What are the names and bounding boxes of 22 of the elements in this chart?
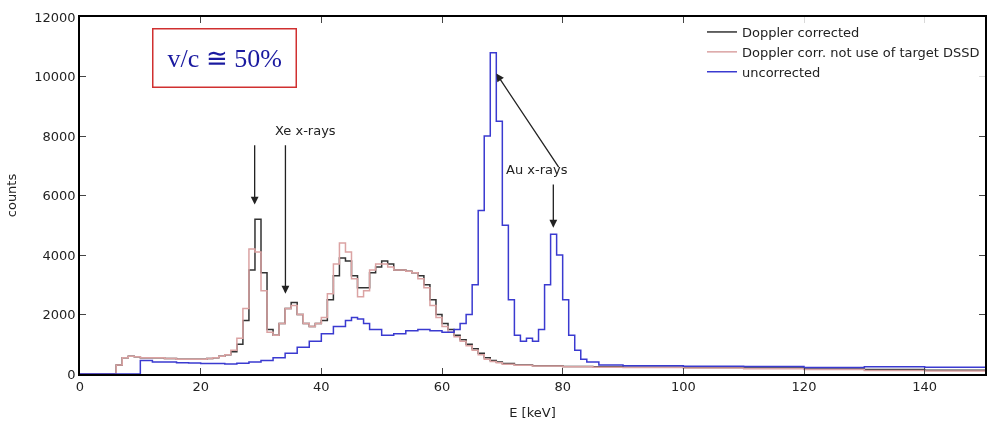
annotation: Xe x-rays — [275, 123, 336, 138]
y-tick-label: 8000 — [42, 128, 76, 144]
y-tick-label: 2000 — [42, 307, 76, 323]
y-axis-title: counts — [3, 173, 19, 218]
y-tick-label: 6000 — [42, 188, 76, 204]
annotation: Au x-rays — [506, 162, 568, 177]
annotation: v/c ≅ 50% — [167, 43, 282, 73]
x-tick-label: 20 — [192, 379, 209, 395]
legend-label: Doppler corrected — [742, 25, 860, 41]
x-tick-label: 120 — [791, 379, 817, 395]
x-tick-label: 40 — [313, 379, 330, 395]
y-tick-label: 12000 — [34, 9, 76, 25]
x-tick-label: 60 — [433, 379, 451, 395]
x-tick-label: 80 — [554, 379, 571, 395]
x-tick-label: 140 — [912, 379, 938, 395]
x-tick-label: 100 — [670, 379, 696, 395]
y-tick-label: 0 — [67, 366, 76, 382]
y-tick-label: 10000 — [34, 69, 76, 85]
x-axis-title: E [keV] — [509, 405, 556, 421]
legend-label: uncorrected — [742, 64, 821, 80]
y-tick-label: 4000 — [42, 247, 76, 263]
legend-label: Doppler corr. not use of target DSSD — [742, 44, 980, 60]
